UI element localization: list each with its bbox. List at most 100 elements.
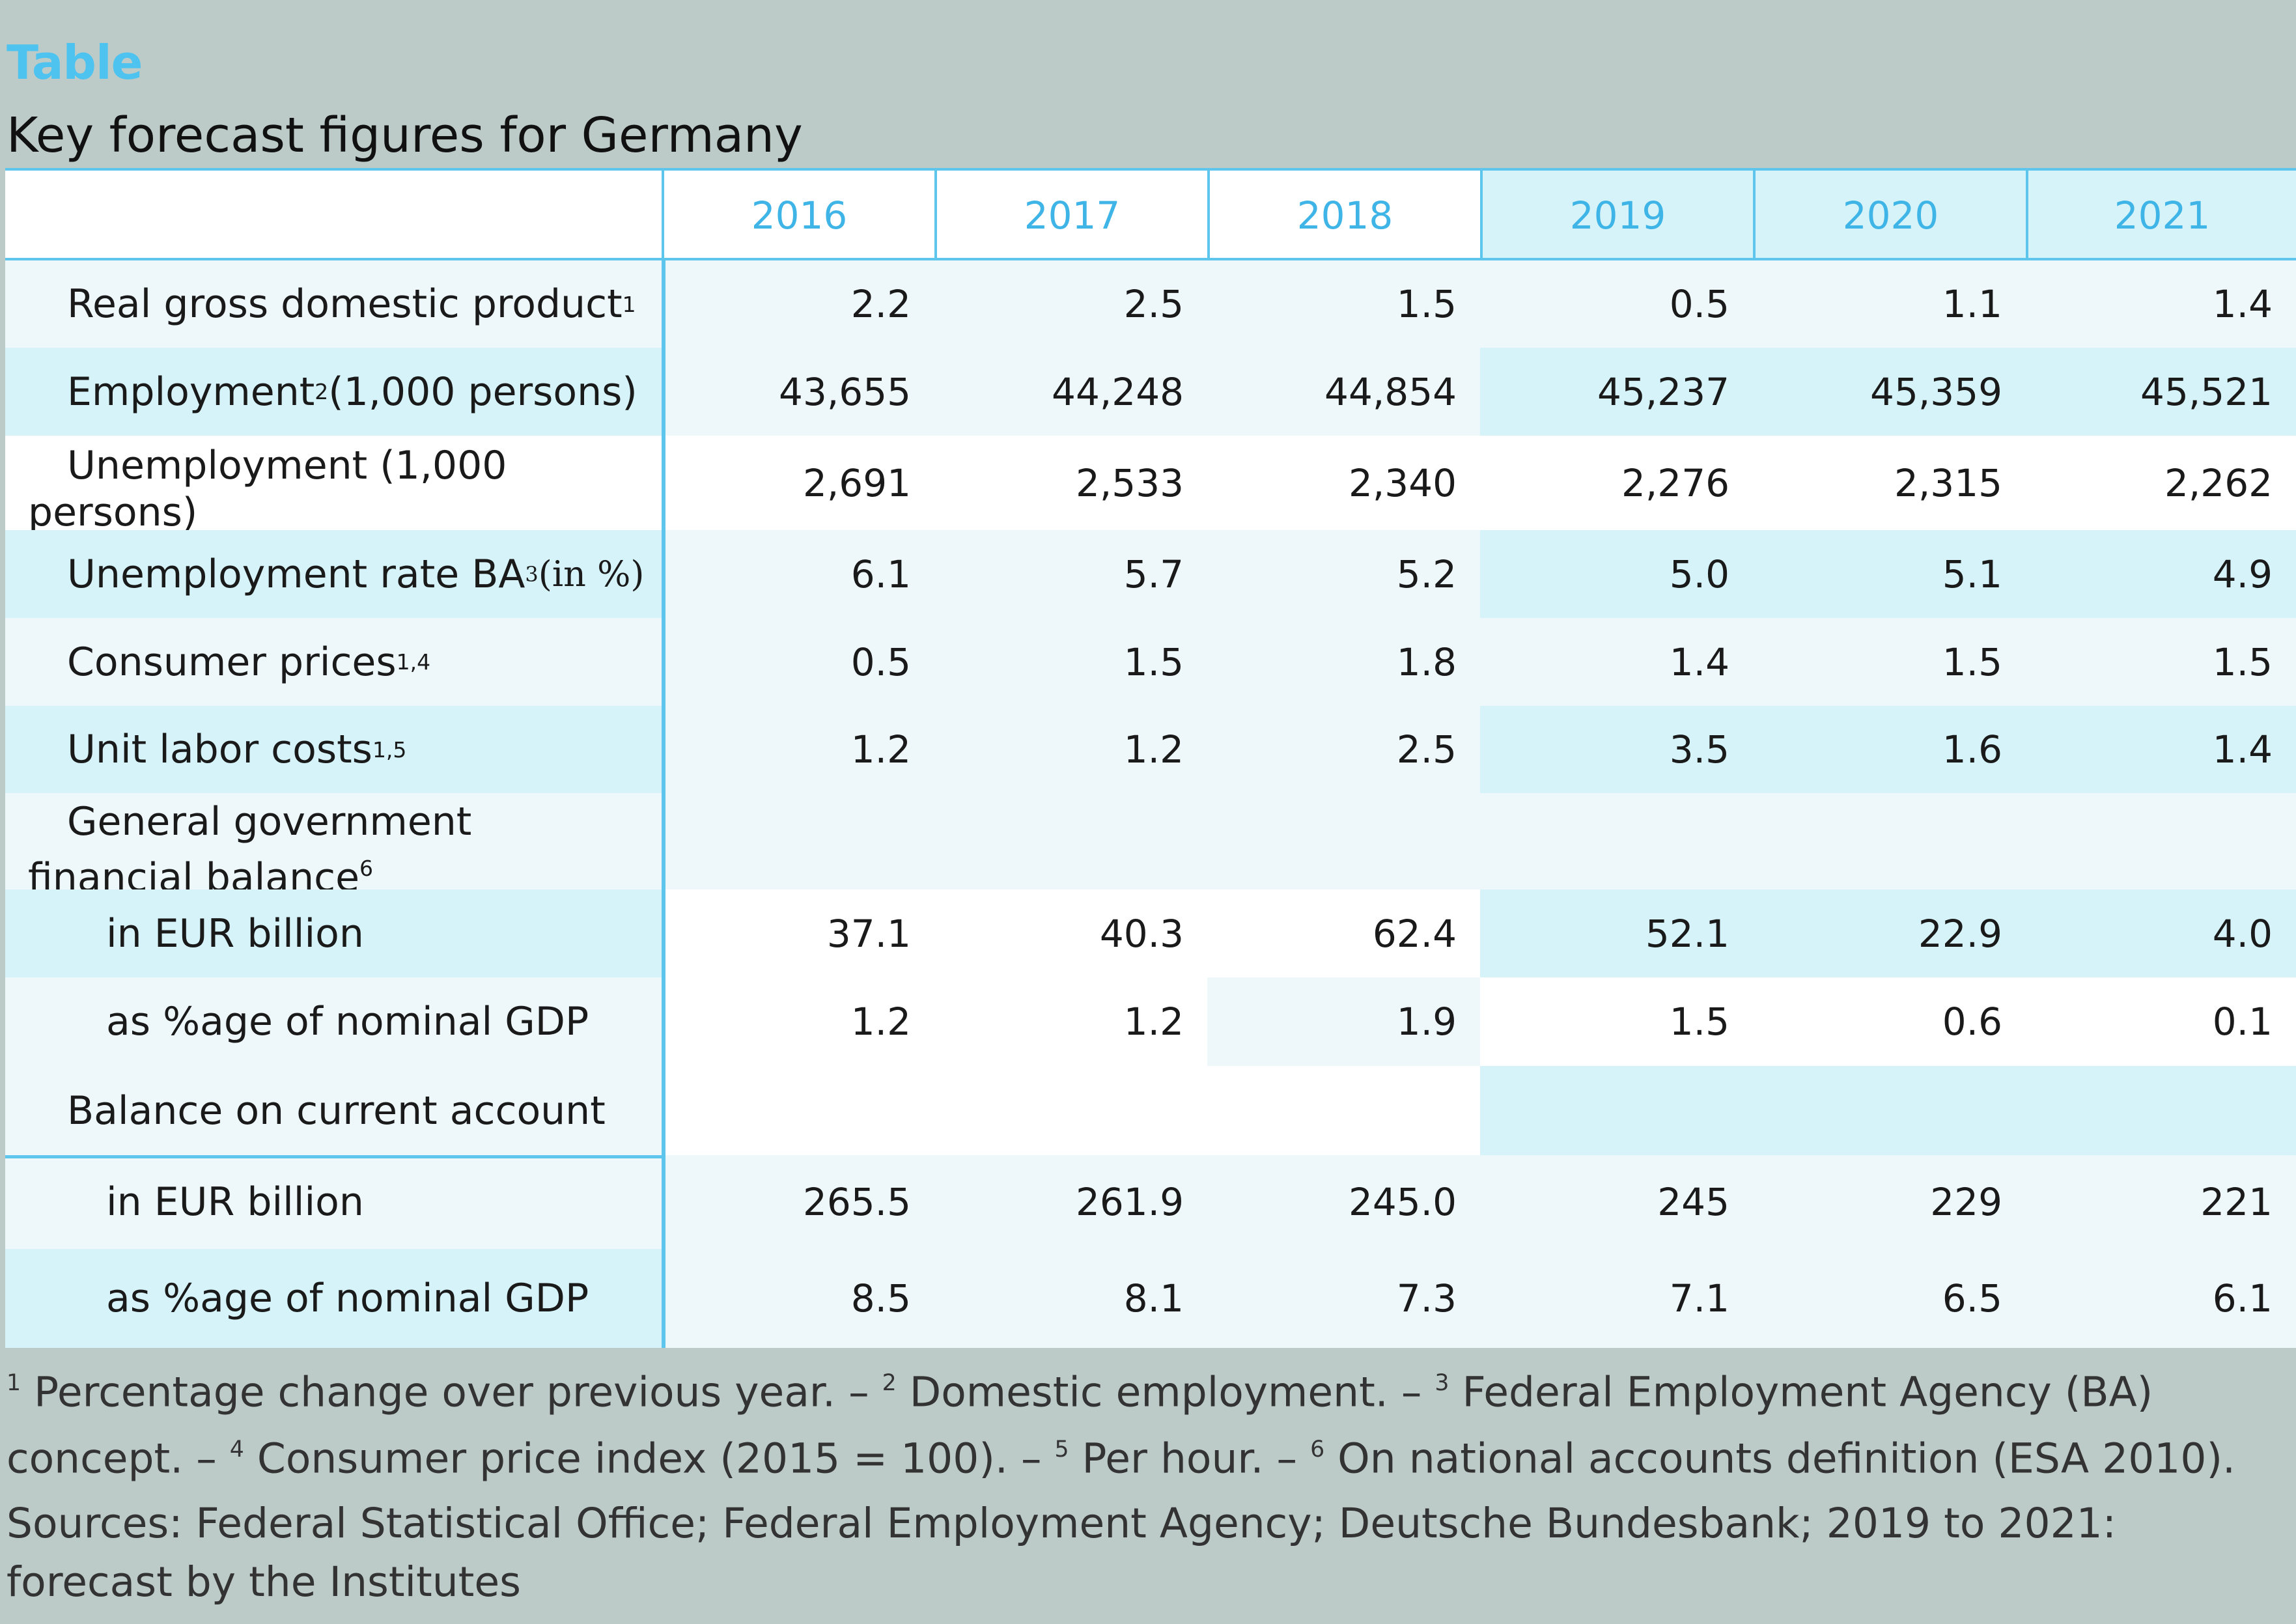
value-cell: 22.9	[1918, 911, 2002, 956]
value-cell: 5.1	[1942, 552, 2002, 596]
value-cell: 1.4	[2212, 727, 2273, 772]
empty-cell	[665, 1066, 1480, 1155]
table-header: 2016 2017 2018 2019 2020 2021	[5, 168, 2296, 260]
value-cell: 0.5	[850, 639, 911, 684]
section-divider	[5, 1155, 665, 1158]
value-cell: 1.6	[1942, 727, 2002, 772]
table-row: Unemployment rate BA 3 (in %) 6.1 5.7 5.2…	[5, 530, 2296, 618]
table-label: Table	[7, 35, 143, 90]
value-cell: 2,315	[1894, 460, 2002, 505]
value-cell: 8.5	[665, 1249, 934, 1348]
row-label: Consumer prices 1,4	[67, 639, 431, 685]
row-label: in EUR billion	[106, 910, 364, 957]
value-cell: 229	[1930, 1180, 2002, 1224]
header-divider	[5, 258, 2296, 260]
value-cell: 6.5	[1753, 1249, 2026, 1348]
value-cell: 3.5	[1669, 727, 1729, 772]
table-row: Unit labor costs 1,5 1.2 1.2 2.5 3.5 1.6 …	[5, 706, 2296, 793]
empty-cell	[1480, 1066, 2296, 1155]
row-label: Unemployment (1,000 persons)	[28, 443, 507, 535]
value-cell: 52.1	[1645, 911, 1729, 956]
value-cell: 0.6	[1753, 977, 2026, 1066]
table-row: in EUR billion 37.1 40.3 62.4 52.1 22.9 …	[5, 889, 2296, 977]
value-cell: 1.8	[1396, 639, 1457, 684]
table-row: Real gross domestic product 1 2.2 2.5 1.5…	[5, 260, 2296, 348]
value-cell: 1.5	[2212, 639, 2273, 684]
year-header-2021: 2021	[2026, 171, 2296, 260]
value-cell: 8.1	[934, 1249, 1207, 1348]
value-cell: 245.0	[1348, 1180, 1457, 1224]
value-cell: 6.1	[665, 530, 934, 618]
value-cell: 2.2	[850, 282, 911, 326]
value-cell: 265.5	[802, 1180, 911, 1224]
row-label: in EUR billion	[106, 1179, 364, 1225]
value-cell: 45,521	[2140, 369, 2273, 414]
value-cell: 1.5	[1396, 282, 1457, 326]
value-cell: 1.2	[665, 977, 934, 1066]
year-header-2018: 2018	[1207, 171, 1480, 260]
value-cell: 2,340	[1348, 460, 1457, 505]
row-label: Balance on current account	[67, 1087, 606, 1134]
value-cell: 37.1	[665, 889, 934, 977]
table-row: as %age of nominal GDP 8.5 8.1 7.3 7.1 6…	[5, 1249, 2296, 1348]
footnotes: 1 Percentage change over previous year. …	[7, 1368, 2236, 1483]
value-cell: 1.2	[665, 706, 934, 793]
value-cell: 45,359	[1870, 369, 2002, 414]
value-cell: 1.9	[1396, 1000, 1457, 1044]
value-cell: 0.5	[1669, 282, 1729, 326]
value-cell: 5.0	[1669, 552, 1729, 596]
value-cell: 5.2	[1207, 530, 1480, 618]
value-cell: 1.4	[1669, 639, 1729, 684]
table-row: Employment 2 (1,000 persons) 43,655 44,24…	[5, 348, 2296, 436]
table-row: Balance on current account	[5, 1066, 2296, 1155]
value-cell: 45,237	[1597, 369, 1729, 414]
value-cell: 62.4	[1207, 889, 1480, 977]
value-cell: 4.0	[2212, 911, 2273, 956]
row-label: Unemployment rate BA 3 (in %)	[67, 551, 645, 597]
row-label: Employment 2 (1,000 persons)	[67, 369, 637, 415]
value-cell: 1.5	[1123, 639, 1184, 684]
value-cell: 261.9	[1075, 1180, 1184, 1224]
table-title: Key forecast figures for Germany	[7, 107, 803, 163]
table-row: Consumer prices 1,4 0.5 1.5 1.8 1.4 1.5 1…	[5, 618, 2296, 706]
value-cell: 0.1	[2026, 977, 2296, 1066]
value-cell: 1.2	[934, 706, 1207, 793]
value-cell: 1.4	[2212, 282, 2273, 326]
value-cell: 221	[2200, 1180, 2273, 1224]
value-cell: 6.1	[2026, 1249, 2296, 1348]
sources-note: Sources: Federal Statistical Office; Fed…	[7, 1500, 2116, 1606]
value-cell: 44,248	[934, 348, 1207, 436]
row-label: Real gross domestic product 1	[67, 281, 636, 327]
value-cell: 1.2	[934, 977, 1207, 1066]
value-cell: 2,691	[802, 460, 911, 505]
value-cell: 7.1	[1480, 1249, 1753, 1348]
table-row: in EUR billion 265.5 261.9 245.0 245 229…	[5, 1155, 2296, 1249]
value-cell: 5.7	[934, 530, 1207, 618]
table-row: as %age of nominal GDP 1.2 1.2 1.9 1.5 0…	[5, 977, 2296, 1066]
value-cell: 2.5	[1123, 282, 1184, 326]
value-cell: 2,533	[1075, 460, 1184, 505]
value-cell: 43,655	[665, 348, 934, 436]
forecast-table: 2016 2017 2018 2019 2020 2021 Real gross…	[5, 168, 2296, 1348]
value-cell: 1.5	[1942, 639, 2002, 684]
year-header-2016: 2016	[662, 171, 934, 260]
value-cell: 4.9	[2212, 552, 2273, 596]
row-label: as %age of nominal GDP	[106, 1276, 589, 1321]
value-cell: 2,262	[2164, 460, 2273, 505]
year-header-2019: 2019	[1480, 171, 1753, 260]
value-cell: 245	[1657, 1180, 1729, 1224]
value-cell: 44,854	[1207, 348, 1480, 436]
value-cell: 7.3	[1207, 1249, 1480, 1348]
row-label: Unit labor costs 1,5	[67, 727, 407, 772]
stub-divider	[662, 260, 665, 1348]
value-cell: 2,276	[1621, 460, 1729, 505]
year-header-2017: 2017	[934, 171, 1207, 260]
table-row: General government financial balance6	[5, 793, 2296, 901]
table-row: Unemployment (1,000 persons) 2,691 2,533 …	[5, 436, 2296, 535]
row-label: as %age of nominal GDP	[106, 999, 589, 1044]
year-header-2020: 2020	[1753, 171, 2026, 260]
value-cell: 2.5	[1207, 706, 1480, 793]
value-cell: 1.1	[1942, 282, 2002, 326]
row-label: General government financial balance6	[28, 799, 472, 901]
value-cell: 1.5	[1480, 977, 1753, 1066]
